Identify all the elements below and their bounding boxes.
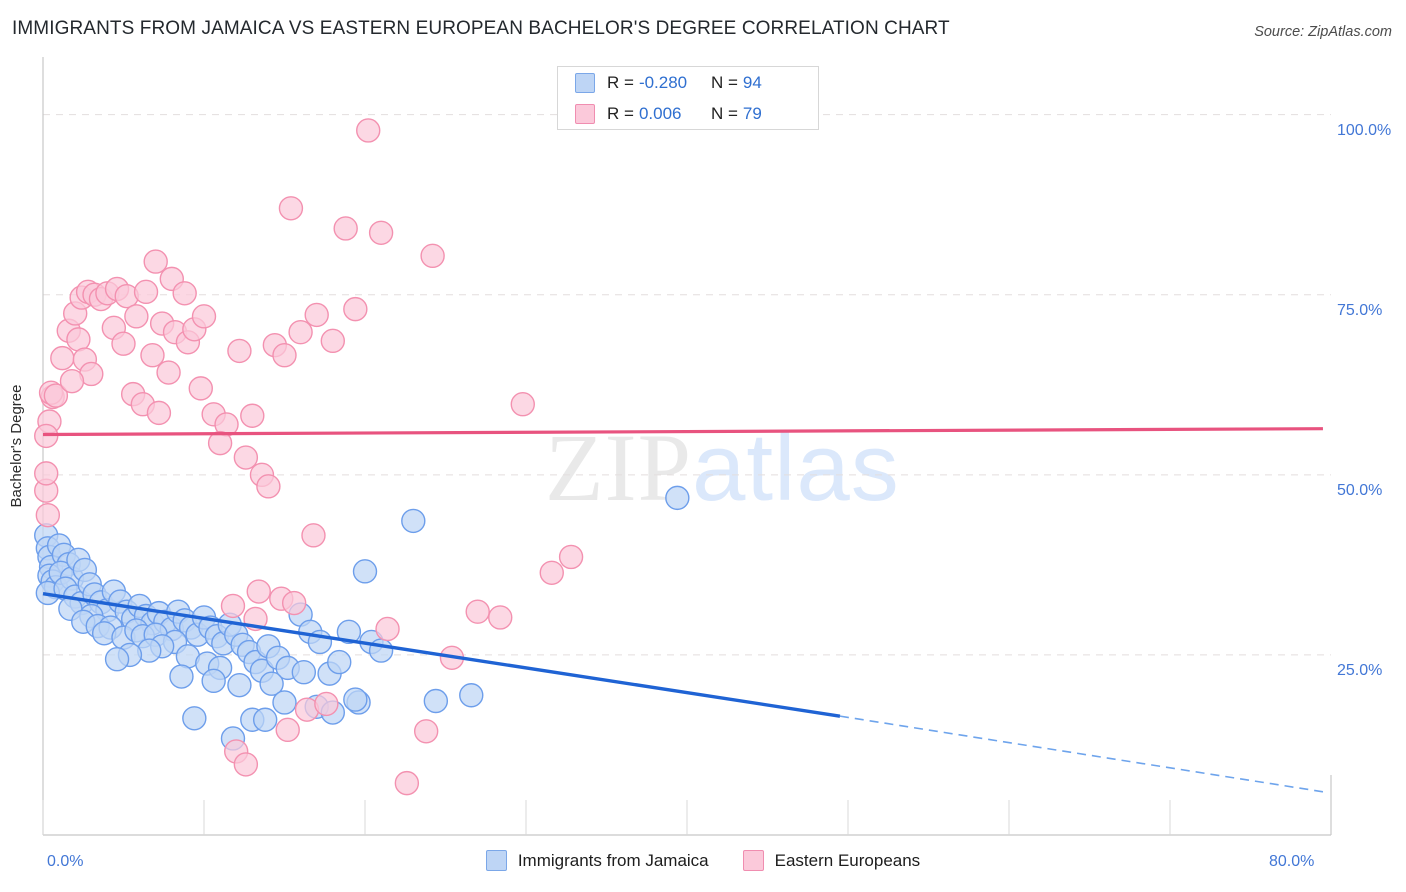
stats-r-value-eastern-europeans: 0.006	[638, 103, 682, 123]
data-point	[34, 461, 59, 486]
data-point	[104, 647, 130, 672]
data-point	[146, 400, 172, 426]
correlation-stats-box: R = -0.280 N = 94 R = 0.006 N = 79	[557, 66, 819, 130]
data-point	[50, 345, 75, 371]
data-point	[124, 304, 149, 329]
data-point	[143, 249, 168, 274]
data-point	[233, 752, 259, 777]
data-point	[233, 445, 259, 470]
stats-row-eastern-europeans: R = 0.006 N = 79	[558, 98, 818, 129]
data-point	[413, 719, 439, 744]
data-point	[558, 544, 584, 570]
stats-r-label-jamaica: R =	[607, 72, 634, 92]
data-point	[59, 368, 85, 394]
trendline-jamaica	[42, 591, 841, 718]
x-tick-label-max: 80.0%	[1269, 853, 1315, 870]
data-point	[343, 687, 368, 712]
stats-r-value-jamaica: -0.280	[638, 72, 688, 92]
y-tick-label-100: 100.0%	[1337, 121, 1392, 139]
stats-n-label-jamaica: N =	[710, 72, 738, 92]
stats-n-label-eastern-europeans: N =	[710, 103, 738, 123]
data-point	[272, 690, 297, 715]
trendline-eastern-europeans	[42, 427, 1323, 437]
data-point	[314, 691, 339, 717]
data-point	[252, 707, 278, 732]
data-point	[66, 327, 91, 352]
stats-r-label-eastern-europeans: R =	[607, 103, 634, 123]
data-point	[304, 302, 329, 328]
data-point	[43, 383, 69, 408]
data-point	[291, 659, 317, 685]
data-point	[423, 688, 449, 714]
data-point	[188, 376, 213, 401]
data-point	[35, 502, 61, 528]
page-title: IMMIGRANTS FROM JAMAICA VS EASTERN EUROP…	[12, 18, 950, 39]
data-point	[288, 319, 313, 345]
data-point	[220, 593, 246, 619]
data-point	[320, 328, 345, 354]
data-point	[281, 590, 307, 616]
data-point	[352, 559, 378, 584]
series-immigrants-from-jamaica	[34, 485, 690, 751]
data-point	[182, 706, 207, 731]
stats-swatch-jamaica	[575, 72, 595, 93]
data-point	[488, 605, 513, 630]
data-point	[240, 403, 265, 428]
chart-legend: Immigrants from Jamaica Eastern European…	[0, 850, 1406, 871]
data-point	[465, 599, 490, 624]
legend-swatch-jamaica	[485, 850, 507, 871]
data-point	[356, 118, 381, 143]
legend-item-jamaica[interactable]: Immigrants from Jamaica	[485, 850, 709, 871]
data-point	[420, 243, 445, 269]
data-point	[246, 579, 271, 604]
data-point	[191, 304, 217, 329]
data-point	[375, 616, 400, 642]
data-point	[259, 671, 284, 696]
data-point	[133, 279, 159, 305]
data-point	[459, 683, 484, 708]
y-tick-label-50: 50.0%	[1337, 481, 1383, 499]
data-point	[227, 672, 252, 698]
source-attribution: Source: ZipAtlas.com	[1254, 24, 1392, 40]
legend-swatch-eastern-europeans	[742, 850, 764, 871]
data-point	[207, 430, 233, 456]
data-point	[333, 216, 358, 241]
data-point	[510, 392, 535, 417]
y-tick-label-25: 25.0%	[1337, 661, 1383, 679]
stats-row-jamaica: R = -0.280 N = 94	[558, 67, 818, 98]
stats-n-value-eastern-europeans: 79	[742, 103, 762, 123]
trendline-jamaica-extrapolated	[839, 715, 1324, 793]
data-point	[301, 523, 326, 548]
data-point	[172, 281, 197, 306]
data-point	[227, 338, 252, 364]
stats-n-value-jamaica: 94	[742, 72, 762, 92]
data-point	[256, 474, 281, 499]
data-point	[201, 668, 226, 694]
data-point	[368, 638, 394, 663]
legend-item-eastern-europeans[interactable]: Eastern Europeans	[742, 850, 921, 871]
data-point	[275, 717, 300, 743]
data-point	[140, 343, 165, 368]
data-point	[539, 560, 564, 585]
data-point	[343, 296, 368, 322]
data-point	[327, 649, 352, 675]
data-point	[394, 770, 420, 796]
legend-label-jamaica: Immigrants from Jamaica	[517, 850, 709, 870]
y-tick-label-75: 75.0%	[1337, 301, 1383, 319]
data-point	[401, 508, 426, 534]
series-eastern-europeans	[34, 118, 584, 796]
data-point	[278, 196, 304, 221]
x-tick-label-min: 0.0%	[47, 853, 84, 870]
data-point	[156, 360, 181, 385]
data-point	[111, 331, 136, 356]
stats-swatch-eastern-europeans	[575, 103, 595, 124]
data-point	[272, 343, 297, 368]
data-point	[368, 220, 394, 245]
legend-label-eastern-europeans: Eastern Europeans	[774, 850, 921, 870]
data-point	[665, 485, 690, 511]
data-point	[169, 664, 194, 689]
data-point	[336, 619, 362, 645]
